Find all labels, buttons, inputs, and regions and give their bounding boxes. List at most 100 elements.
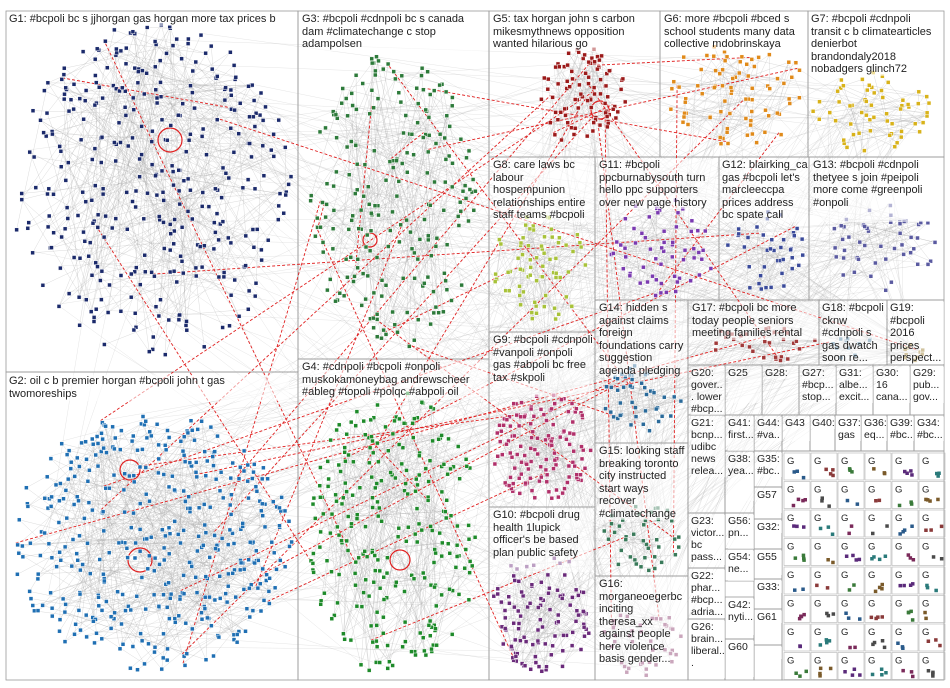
node (374, 255, 380, 260)
node (538, 617, 543, 622)
node (537, 478, 542, 484)
edge (47, 82, 292, 177)
edge (53, 109, 74, 195)
edge (843, 220, 907, 276)
edge (83, 52, 117, 233)
edge (104, 425, 168, 649)
node (318, 465, 323, 470)
node (361, 590, 366, 595)
node (739, 54, 745, 60)
node (57, 498, 62, 504)
edge (59, 234, 847, 442)
node (567, 84, 572, 89)
node (673, 289, 678, 294)
node (884, 111, 889, 116)
node (646, 545, 651, 551)
node (185, 41, 191, 46)
edge (58, 522, 96, 620)
node (362, 549, 367, 554)
node (578, 472, 583, 477)
node (697, 272, 702, 278)
node (318, 224, 323, 230)
node (308, 198, 313, 203)
node (192, 105, 197, 111)
node (383, 332, 389, 337)
edge (371, 90, 426, 135)
node (172, 519, 177, 524)
node (394, 158, 399, 163)
node (243, 233, 249, 239)
node (730, 76, 735, 81)
node (455, 444, 461, 449)
edge (540, 264, 612, 619)
node (544, 472, 550, 478)
edge (220, 114, 261, 225)
node (271, 550, 277, 556)
edge (630, 385, 665, 398)
edge (835, 91, 919, 121)
node (353, 559, 359, 565)
node (99, 431, 104, 436)
node (110, 424, 115, 430)
node (450, 161, 455, 166)
edge (125, 63, 164, 193)
node (53, 482, 59, 488)
node (130, 135, 135, 141)
node (179, 259, 185, 264)
node (908, 235, 914, 240)
edge (152, 131, 171, 225)
node (862, 243, 868, 248)
node (675, 210, 681, 216)
node (598, 77, 603, 82)
node (107, 282, 112, 288)
node (194, 474, 200, 480)
node (196, 505, 202, 511)
node (112, 140, 117, 145)
clusters (14, 22, 938, 678)
node (317, 129, 323, 135)
edge (546, 588, 550, 667)
edge (132, 193, 280, 202)
edge (149, 500, 265, 528)
node (90, 507, 95, 513)
node (553, 110, 558, 115)
node (529, 310, 535, 315)
node (353, 143, 359, 148)
node (430, 438, 435, 444)
node (80, 49, 86, 54)
node (689, 229, 694, 234)
node (566, 269, 571, 275)
edge (528, 273, 614, 634)
node (541, 250, 547, 256)
edge (327, 60, 379, 291)
node (433, 141, 439, 146)
edge (364, 542, 443, 552)
node (442, 271, 447, 276)
node (439, 489, 445, 495)
edge (645, 520, 655, 557)
node (112, 610, 117, 616)
edge (419, 523, 469, 526)
node (123, 113, 129, 118)
node (370, 495, 375, 500)
edge-highlight (318, 202, 326, 226)
node (153, 173, 158, 179)
node (443, 179, 448, 185)
edge (28, 160, 116, 223)
node (443, 89, 449, 95)
edge (508, 257, 700, 270)
edge (83, 82, 139, 233)
edge (595, 67, 666, 509)
edge (503, 358, 914, 628)
node (367, 111, 372, 117)
node (838, 223, 844, 229)
node (131, 510, 136, 516)
node (161, 472, 167, 477)
node (359, 303, 364, 308)
node (381, 574, 386, 580)
edge (427, 496, 470, 540)
node (623, 254, 628, 260)
node (363, 577, 368, 583)
edge (80, 439, 103, 631)
edge (94, 562, 255, 644)
